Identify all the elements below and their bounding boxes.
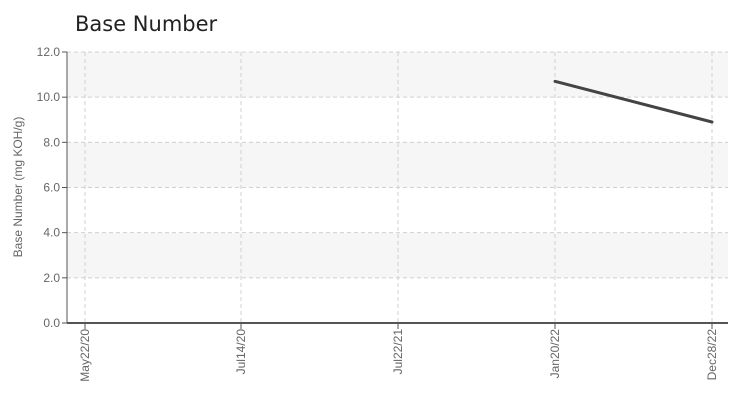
- x-tick-label: Dec28/22: [705, 329, 719, 381]
- y-tick-label: 6.0: [43, 181, 60, 195]
- y-tick-label: 12.0: [37, 45, 61, 59]
- y-tick-label: 8.0: [43, 135, 60, 149]
- y-tick-label: 2.0: [43, 271, 60, 285]
- gridlines: [67, 51, 728, 323]
- x-tick-label: May22/20: [78, 329, 92, 382]
- y-tick-label: 0.0: [43, 316, 60, 330]
- y-tick-label: 4.0: [43, 226, 60, 240]
- y-axis-title: Base Number (mg KOH/g): [11, 117, 25, 258]
- y-tick-labels: 0.0 2.0 4.0 6.0 8.0 10.0 12.0: [37, 45, 61, 330]
- series-line: [553, 79, 714, 124]
- x-tick-label: Jan20/22: [548, 329, 562, 379]
- chart-title: Base Number: [75, 12, 218, 36]
- x-tick-label: Jul22/21: [391, 329, 405, 375]
- x-tick-labels: May22/20 Jul14/20 Jul22/21 Jan20/22 Dec28/22: [78, 329, 719, 382]
- x-tick-label: Jul14/20: [234, 329, 248, 375]
- y-tick-label: 10.0: [37, 90, 61, 104]
- series-group: [553, 79, 714, 124]
- axes: [62, 51, 728, 329]
